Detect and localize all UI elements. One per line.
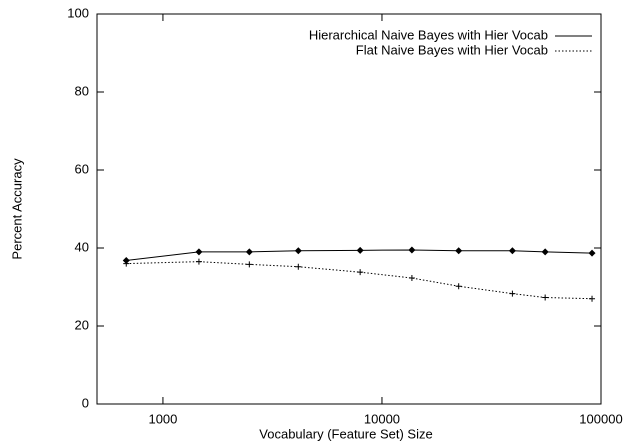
marker: [455, 283, 462, 290]
legend-label: Hierarchical Naive Bayes with Hier Vocab: [309, 27, 548, 42]
x-tick-label: 10000: [364, 411, 400, 426]
marker: [588, 249, 596, 257]
y-tick-label: 80: [75, 83, 89, 98]
marker: [195, 248, 203, 256]
marker: [123, 260, 130, 267]
series-line: [126, 261, 593, 300]
marker: [589, 295, 596, 302]
marker: [408, 246, 416, 254]
x-tick-label: 100000: [579, 411, 622, 426]
y-tick-label: 40: [75, 239, 89, 254]
y-tick-label: 0: [82, 395, 89, 410]
marker: [541, 248, 549, 256]
legend-label: Flat Naive Bayes with Hier Vocab: [356, 42, 548, 57]
marker: [455, 247, 463, 255]
marker: [509, 290, 516, 297]
marker: [295, 263, 302, 270]
series-line: [126, 249, 593, 261]
marker: [357, 269, 364, 276]
marker: [122, 256, 130, 264]
y-tick-label: 20: [75, 317, 89, 332]
marker: [294, 247, 302, 255]
marker: [245, 248, 253, 256]
x-axis-label: Vocabulary (Feature Set) Size: [259, 426, 432, 441]
y-axis-label: Percent Accuracy: [9, 158, 24, 260]
marker: [356, 246, 364, 254]
y-tick-label: 60: [75, 161, 89, 176]
marker: [508, 247, 516, 255]
marker: [246, 261, 253, 268]
marker: [542, 294, 549, 301]
y-tick-label: 100: [67, 5, 89, 20]
x-tick-label: 1000: [148, 411, 177, 426]
marker: [195, 258, 202, 265]
plot-frame: [96, 13, 602, 405]
marker: [408, 275, 415, 282]
